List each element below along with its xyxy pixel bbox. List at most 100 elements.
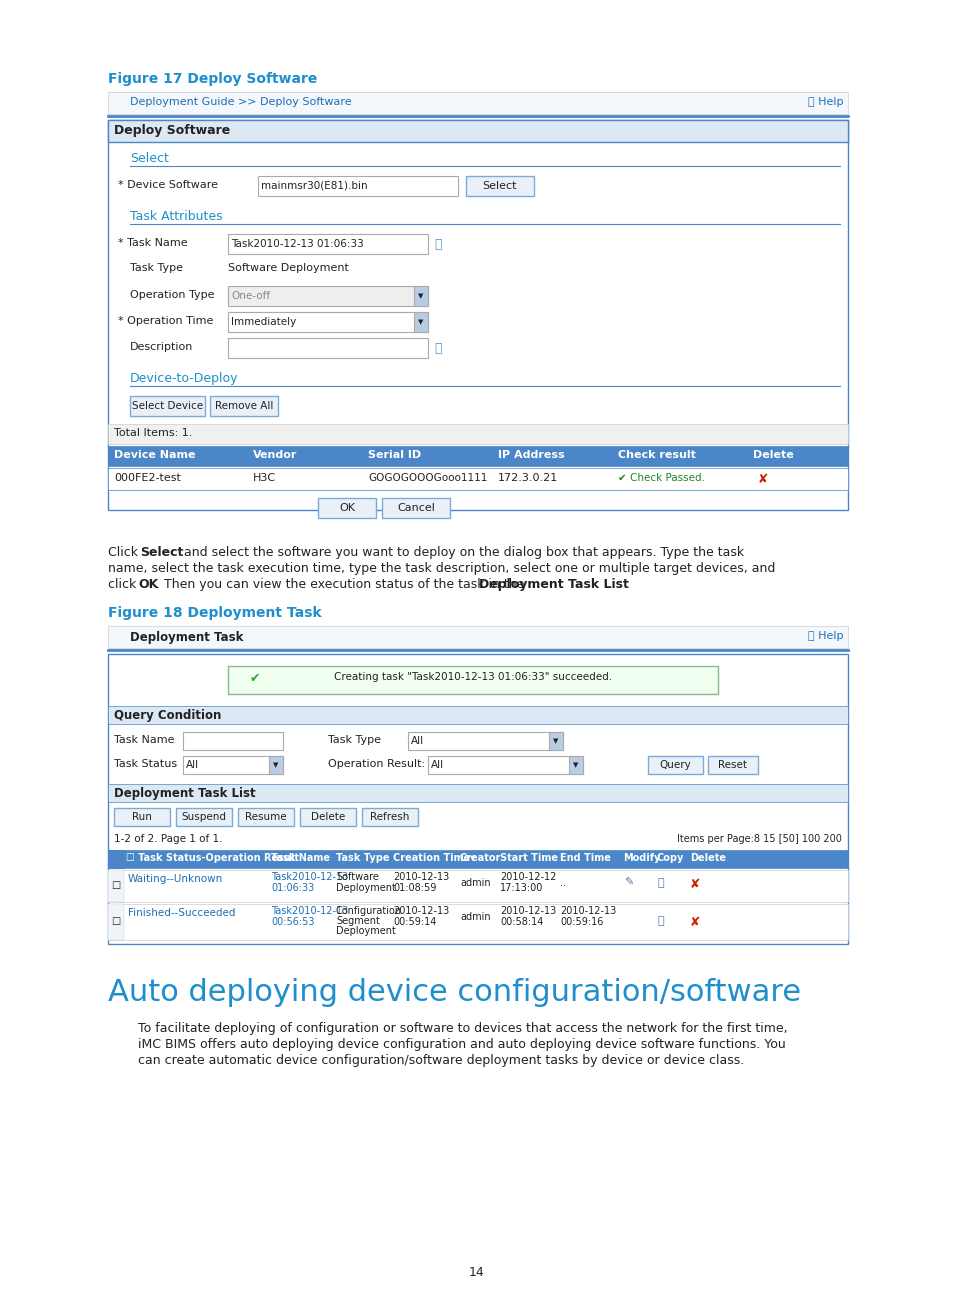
Bar (428, 756, 582, 774)
Text: 1-2 of 2. Page 1 of 1.: 1-2 of 2. Page 1 of 1. (113, 835, 222, 844)
Text: 00:58:14: 00:58:14 (499, 918, 543, 927)
Text: Task2010-12-13: Task2010-12-13 (271, 872, 348, 883)
Bar (108, 850, 124, 868)
Bar (408, 732, 562, 750)
Text: Select: Select (140, 546, 183, 559)
Text: 00:56:53: 00:56:53 (271, 918, 314, 927)
Text: ⓘ Help: ⓘ Help (807, 631, 843, 642)
Bar (568, 756, 582, 774)
Text: * Device Software: * Device Software (118, 180, 218, 191)
Text: ⓘ: ⓘ (434, 342, 441, 355)
Bar (108, 905, 124, 940)
Text: ✔ Check Passed.: ✔ Check Passed. (618, 473, 704, 483)
Text: Total Items: 1.: Total Items: 1. (113, 428, 193, 438)
Text: Deployment Guide >> Deploy Software: Deployment Guide >> Deploy Software (130, 97, 352, 108)
Text: Device-to-Deploy: Device-to-Deploy (130, 372, 238, 385)
Text: Delete: Delete (752, 450, 793, 460)
Text: ▼: ▼ (273, 762, 278, 769)
Text: ⓘ Help: ⓘ Help (807, 97, 843, 108)
Text: 2010-12-13: 2010-12-13 (499, 906, 556, 916)
Text: Task Type: Task Type (328, 735, 380, 745)
Bar (269, 756, 283, 774)
Text: Auto deploying device configuration/software: Auto deploying device configuration/soft… (108, 978, 801, 1007)
Text: Deploy Software: Deploy Software (113, 124, 230, 137)
Text: Select: Select (482, 181, 517, 191)
Bar (108, 905, 847, 940)
Text: Query Condition: Query Condition (113, 709, 221, 722)
Bar (548, 732, 562, 750)
Bar (228, 666, 718, 693)
Text: mainmsr30(E81).bin: mainmsr30(E81).bin (261, 181, 367, 191)
Bar (228, 312, 428, 332)
Text: Vendor: Vendor (253, 450, 297, 460)
Bar (108, 654, 847, 943)
Text: Cancel: Cancel (396, 503, 435, 513)
Bar (210, 397, 277, 416)
Text: . Then you can view the execution status of the task in the: . Then you can view the execution status… (156, 578, 528, 591)
Text: 2010-12-13: 2010-12-13 (559, 906, 616, 916)
Text: Deployment Task List: Deployment Task List (113, 787, 255, 800)
Text: Waiting--Unknown: Waiting--Unknown (128, 874, 223, 884)
Text: admin: admin (459, 912, 490, 921)
Text: Task Name: Task Name (113, 735, 174, 745)
Bar (108, 706, 847, 724)
Text: Task Name: Task Name (271, 853, 330, 863)
Text: Configuration: Configuration (335, 906, 402, 916)
Text: 00:59:16: 00:59:16 (559, 918, 602, 927)
Text: Creation Time▾: Creation Time▾ (393, 853, 475, 863)
Text: OK: OK (338, 503, 355, 513)
Text: Refresh: Refresh (370, 813, 409, 822)
Text: Deployment: Deployment (335, 927, 395, 936)
Text: Select Device: Select Device (132, 400, 203, 411)
Bar (108, 654, 847, 942)
Text: ⎘: ⎘ (658, 916, 664, 927)
Text: Resume: Resume (245, 813, 287, 822)
Text: 172.3.0.21: 172.3.0.21 (497, 473, 558, 483)
Bar (707, 756, 758, 774)
Text: ✘: ✘ (689, 916, 700, 929)
Text: Task2010-12-13: Task2010-12-13 (271, 906, 348, 916)
Text: Reset: Reset (718, 759, 747, 770)
Bar (108, 424, 847, 445)
Bar (108, 626, 847, 648)
Bar (361, 807, 417, 826)
Text: Task Type: Task Type (335, 853, 389, 863)
Text: Description: Description (130, 342, 193, 353)
Text: ▼: ▼ (573, 762, 578, 769)
Bar (257, 176, 457, 196)
Text: 01:06:33: 01:06:33 (271, 883, 314, 893)
Text: Select: Select (130, 152, 169, 165)
Bar (228, 286, 428, 306)
Text: All: All (186, 759, 199, 770)
Text: Task2010-12-13 01:06:33: Task2010-12-13 01:06:33 (231, 238, 363, 249)
Text: * Task Name: * Task Name (118, 238, 188, 248)
Text: 2010-12-13: 2010-12-13 (393, 906, 449, 916)
Text: can create automatic device configuration/software deployment tasks by device or: can create automatic device configuratio… (138, 1054, 743, 1067)
Text: 000FE2-test: 000FE2-test (113, 473, 181, 483)
Text: End Time: End Time (559, 853, 610, 863)
Bar (108, 446, 847, 467)
Text: OK: OK (138, 578, 158, 591)
Bar (108, 92, 847, 114)
Text: All: All (411, 736, 424, 746)
Bar (414, 312, 428, 332)
Text: Serial ID: Serial ID (368, 450, 420, 460)
Text: 01:08:59: 01:08:59 (393, 883, 436, 893)
Bar (228, 338, 428, 358)
Text: Software Deployment: Software Deployment (228, 263, 349, 273)
Text: admin: admin (459, 877, 490, 888)
Bar (299, 807, 355, 826)
Text: Deployment Task List: Deployment Task List (478, 578, 628, 591)
Bar (647, 756, 702, 774)
Bar (465, 176, 534, 196)
Text: iMC BIMS offers auto deploying device configuration and auto deploying device so: iMC BIMS offers auto deploying device co… (138, 1038, 785, 1051)
Text: Items per Page:8 15 [50] 100 200: Items per Page:8 15 [50] 100 200 (677, 835, 841, 844)
Text: ✎: ✎ (623, 877, 633, 888)
Text: Figure 18 Deployment Task: Figure 18 Deployment Task (108, 607, 321, 619)
Text: ..: .. (559, 877, 565, 888)
Bar (317, 498, 375, 518)
Text: Figure 17 Deploy Software: Figure 17 Deploy Software (108, 73, 317, 86)
Text: Segment: Segment (335, 916, 379, 927)
Text: Deployment Task: Deployment Task (130, 631, 243, 644)
Text: 14: 14 (469, 1266, 484, 1279)
